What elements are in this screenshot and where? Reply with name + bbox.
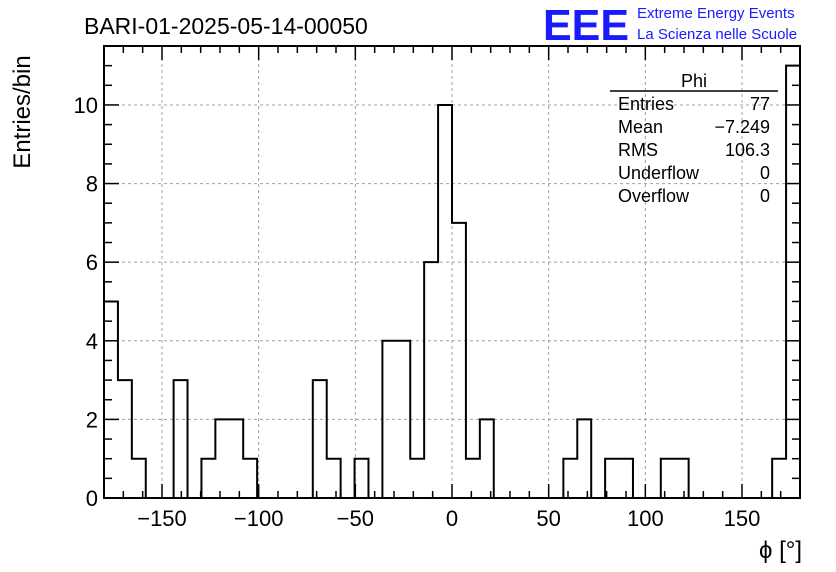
stats-row-label: Mean [618, 117, 663, 137]
x-tick-label: −50 [337, 506, 374, 531]
stats-row-value: −7.249 [714, 117, 770, 137]
stats-row-label: Entries [618, 94, 674, 114]
y-tick-label: 10 [74, 93, 98, 118]
histogram-outline [103, 64, 801, 499]
stats-row-label: Underflow [618, 163, 700, 183]
y-tick-labels: 0 2 4 6 8 10 [74, 93, 98, 511]
y-tick-label: 8 [86, 172, 98, 197]
chart-title: BARI-01-2025-05-14-00050 [84, 13, 368, 39]
y-axis-label: Entries/bin [9, 55, 36, 168]
stats-row-value: 77 [750, 94, 770, 114]
y-tick-label: 2 [86, 407, 98, 432]
x-axis-label: ϕ [°] [759, 537, 802, 564]
eee-logo: EEE Extreme Energy Events La Scienza nel… [543, 1, 797, 50]
x-tick-label: 100 [627, 506, 664, 531]
x-tick-label: −150 [137, 506, 187, 531]
stats-box: Phi Entries 77 Mean −7.249 RMS 106.3 Underflow… [610, 71, 778, 206]
y-tick-label: 6 [86, 250, 98, 275]
stats-row-value: 0 [760, 163, 770, 183]
x-tick-label: −100 [234, 506, 284, 531]
y-tick-label: 0 [86, 486, 98, 511]
x-tick-label: 0 [446, 506, 458, 531]
plot-frame [103, 45, 801, 499]
x-tick-labels: −150 −100 −50 0 50 100 150 [137, 506, 760, 531]
x-tick-label: 150 [724, 506, 761, 531]
stats-row-value: 0 [760, 186, 770, 206]
eee-logo-line2: La Scienza nelle Scuole [637, 26, 797, 43]
stats-row-value: 106.3 [725, 140, 770, 160]
x-tick-label: 50 [536, 506, 560, 531]
eee-logo-mark: EEE [543, 1, 629, 50]
y-tick-label: 4 [86, 329, 98, 354]
stats-row-label: RMS [618, 140, 658, 160]
stats-rows: Entries 77 Mean −7.249 RMS 106.3 Underflow 0 Ove… [618, 94, 770, 206]
stats-box-title: Phi [681, 71, 707, 91]
eee-logo-line1: Extreme Energy Events [637, 5, 795, 22]
stats-row-label: Overflow [618, 186, 690, 206]
